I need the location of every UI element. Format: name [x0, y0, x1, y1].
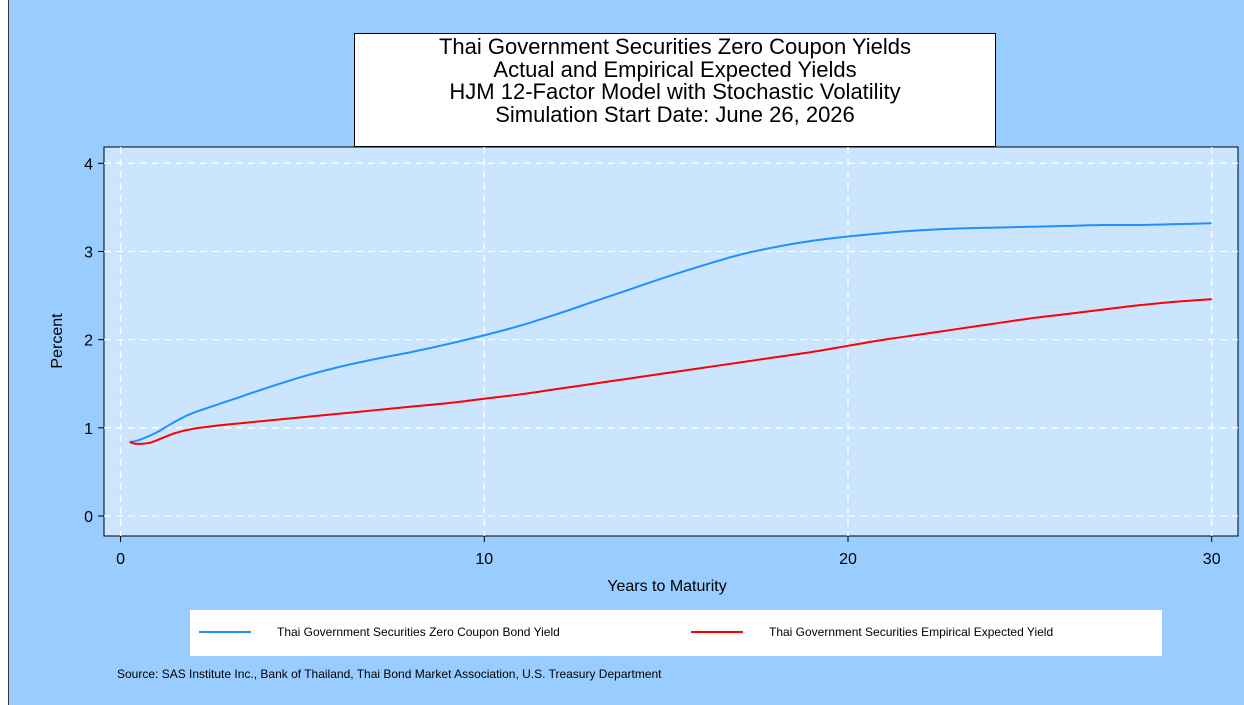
- x-tick-label-1: 10: [475, 551, 493, 568]
- legend-label-expected: Thai Government Securities Empirical Exp…: [769, 625, 1054, 639]
- x-tick-label-0: 0: [116, 551, 125, 568]
- legend-swatch-red: [691, 631, 743, 633]
- plot-area: [103, 146, 1239, 537]
- y-tick-label-3: 3: [84, 244, 93, 261]
- y-tick-label-4: 4: [84, 156, 93, 173]
- grid-lines: [104, 147, 1238, 536]
- title-line-2: Actual and Empirical Expected Yields: [493, 56, 857, 82]
- legend-swatch-blue: [199, 631, 251, 633]
- source-note: Source: SAS Institute Inc., Bank of Thai…: [117, 667, 662, 681]
- title-line-4: Simulation Start Date: June 26, 2026: [495, 101, 855, 127]
- chart-title: Thai Government Securities Zero Coupon Y…: [354, 33, 996, 147]
- series-line-1: [129, 298, 1212, 445]
- axes: 0 1 2 3 4 0 10 20 30: [84, 156, 1221, 568]
- x-axis-label: Years to Maturity: [607, 578, 726, 595]
- legend-item-zero-coupon: Thai Government Securities Zero Coupon B…: [199, 625, 560, 639]
- title-line-3: HJM 12-Factor Model with Stochastic Vola…: [449, 79, 901, 104]
- y-tick-label-0: 0: [84, 509, 93, 526]
- x-tick-label-3: 30: [1203, 551, 1221, 568]
- y-tick-label-1: 1: [84, 421, 93, 438]
- legend-label-zero-coupon: Thai Government Securities Zero Coupon B…: [277, 625, 560, 639]
- legend: Thai Government Securities Zero Coupon B…: [190, 610, 1162, 656]
- y-tick-label-2: 2: [84, 333, 93, 350]
- chart-frame: 0 1 2 3 4 0 10 20 30 Years to Maturity Percent T…: [8, 0, 1244, 705]
- title-line-1: Thai Government Securities Zero Coupon Y…: [438, 34, 911, 59]
- legend-item-expected: Thai Government Securities Empirical Exp…: [691, 625, 1053, 639]
- y-axis-label: Percent: [49, 313, 66, 369]
- line-chart: 0 1 2 3 4 0 10 20 30 Years to Maturity Percent: [49, 146, 1239, 595]
- x-tick-label-2: 20: [839, 551, 857, 568]
- series-line-0: [129, 222, 1212, 443]
- series-lines: [129, 222, 1212, 445]
